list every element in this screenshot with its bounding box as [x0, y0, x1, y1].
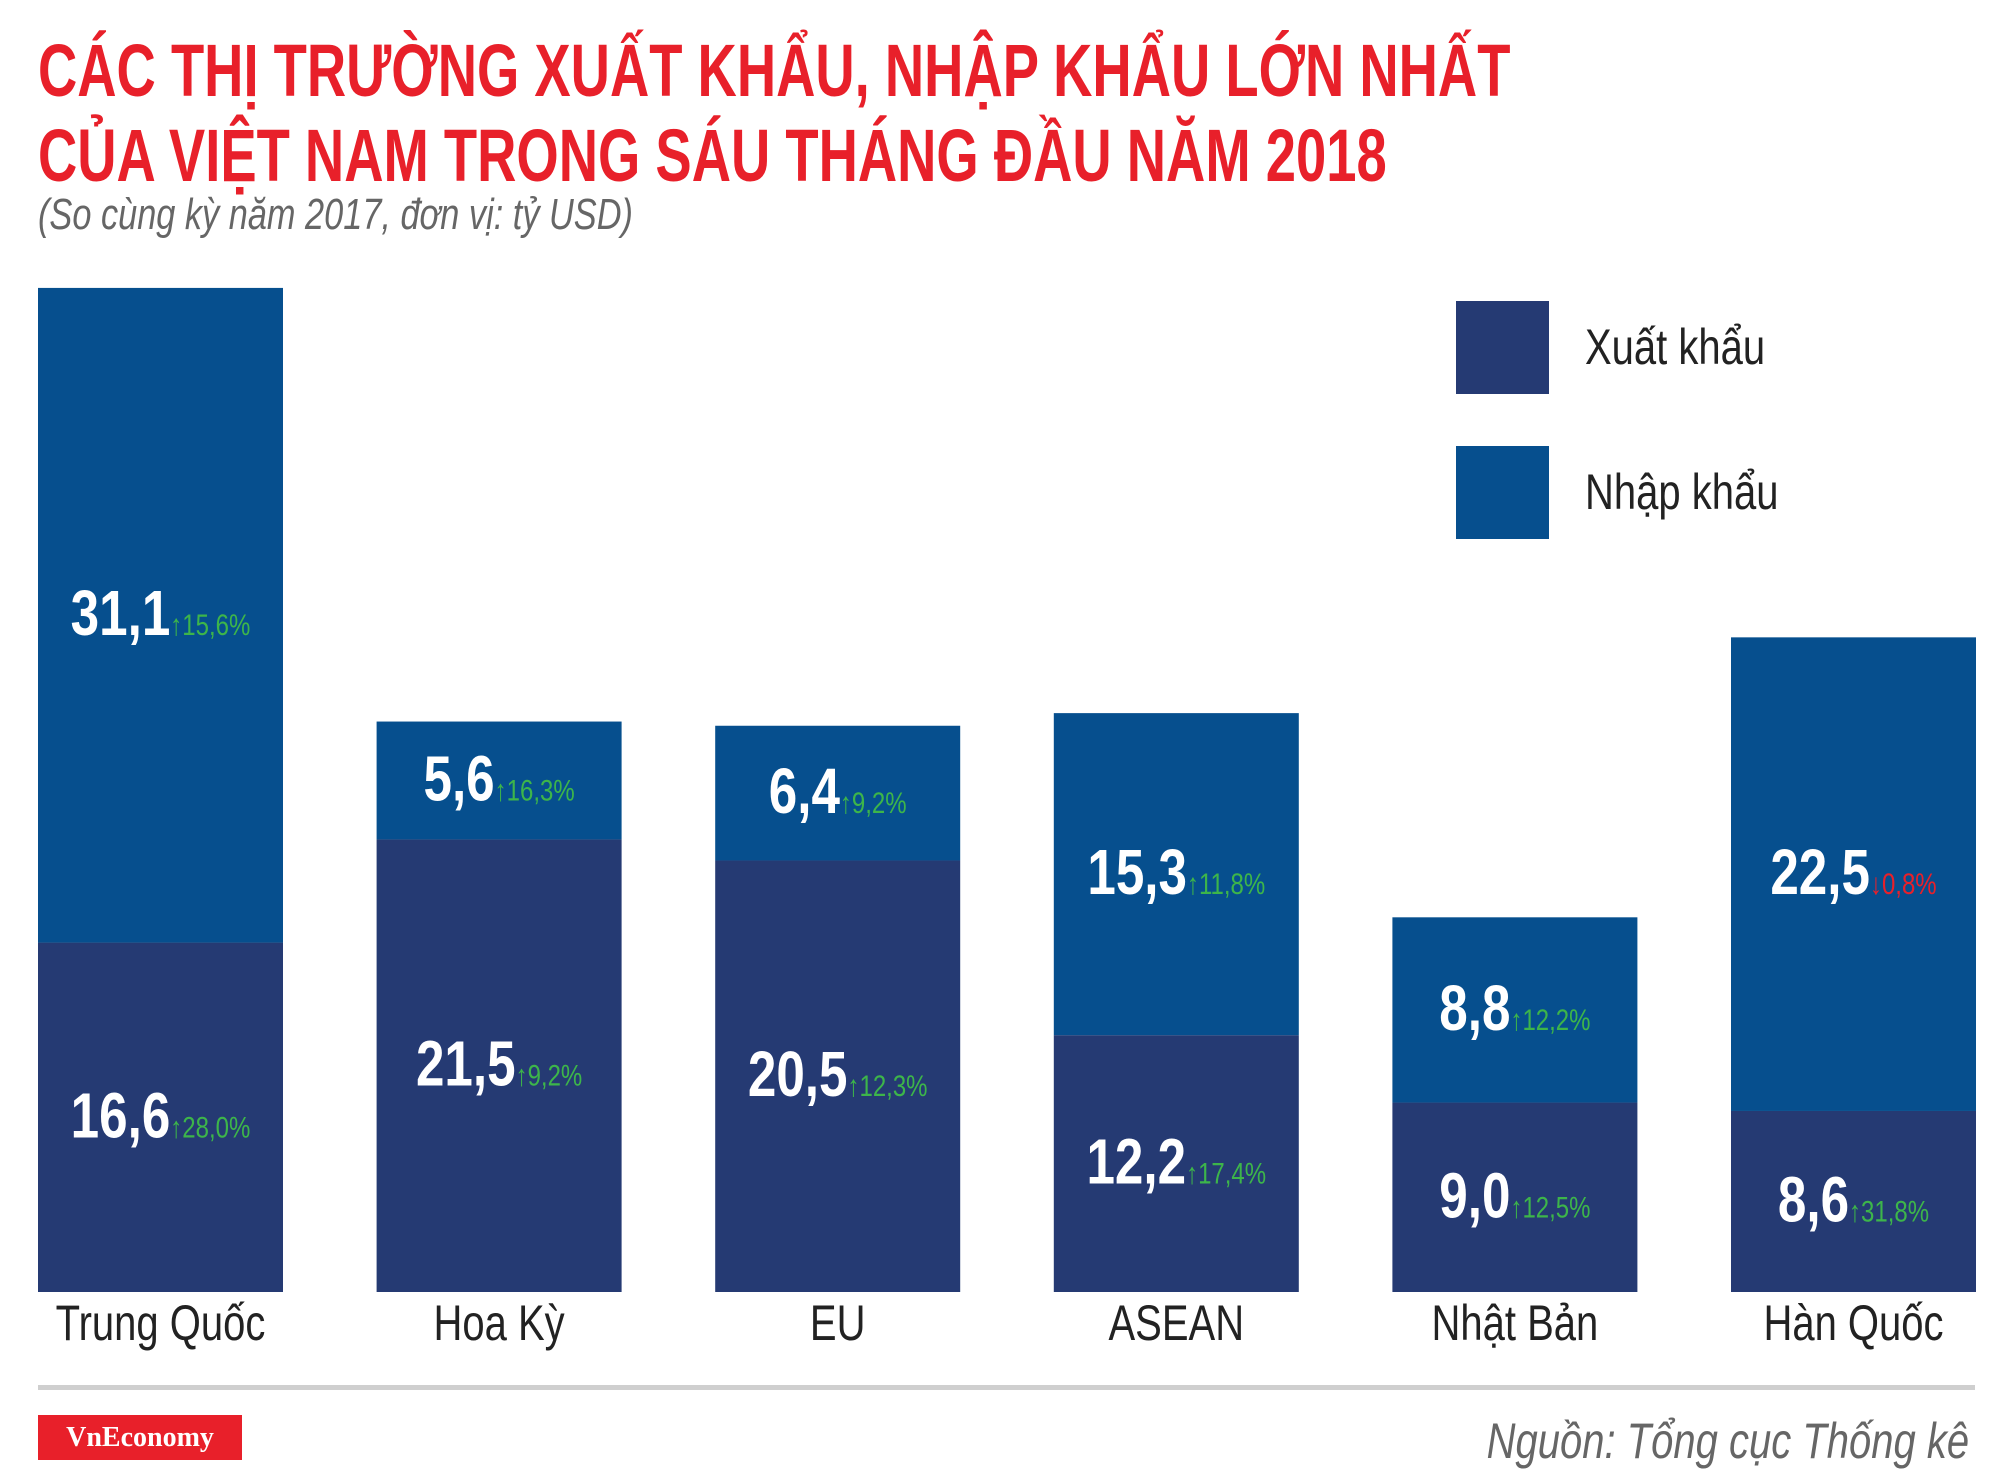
import-value-label-5: 22,5↓0,8%: [1770, 838, 1936, 909]
import-bar-3: [1053, 713, 1299, 1036]
value: 21,5: [416, 1029, 516, 1100]
vneconomy-logo: VnEconomy: [38, 1415, 242, 1460]
export-bar-3: [1053, 1035, 1299, 1292]
legend-swatch-import: [1456, 446, 1549, 539]
import-value-label-4: 8,8↑12,2%: [1439, 974, 1590, 1045]
chart-title-line-2: CỦA VIỆT NAM TRONG SÁU THÁNG ĐẦU NĂM 201…: [38, 114, 1387, 197]
change-percent: ↑16,3%: [495, 773, 575, 807]
change-percent: ↓0,8%: [1870, 867, 1937, 901]
chart-subtitle: (So cùng kỳ năm 2017, đơn vị: tỷ USD): [38, 190, 633, 239]
import-bar-5: [1731, 637, 1976, 1111]
category-label-5: Hàn Quốc: [1763, 1295, 1943, 1351]
import-bar-0: [38, 287, 283, 943]
export-bar-4: [1392, 1102, 1638, 1292]
value: 9,0: [1439, 1161, 1510, 1232]
change-percent: ↑15,6%: [170, 608, 250, 642]
legend-label-export: Xuất khẩu: [1585, 319, 1766, 375]
value: 22,5: [1770, 838, 1870, 909]
export-value-label-4: 9,0↑12,5%: [1439, 1161, 1590, 1232]
import-bar-2: [715, 725, 961, 861]
stacked-bar-chart: 16,6↑28,0%31,1↑15,6%Trung Quốc21,5↑9,2%5…: [38, 287, 1976, 1351]
value: 5,6: [424, 744, 495, 815]
change-percent: ↑28,0%: [170, 1110, 250, 1144]
change-percent: ↑9,2%: [840, 786, 907, 820]
export-value-label-1: 21,5↑9,2%: [416, 1029, 582, 1100]
export-bar-5: [1731, 1110, 1976, 1292]
change-percent: ↑9,2%: [516, 1058, 583, 1092]
import-bar-1: [376, 721, 622, 840]
value: 15,3: [1087, 838, 1187, 909]
export-value-label-0: 16,6↑28,0%: [71, 1081, 251, 1152]
legend-swatch-export: [1456, 301, 1549, 394]
category-label-0: Trung Quốc: [56, 1295, 266, 1351]
value: 20,5: [748, 1040, 848, 1111]
export-bar-0: [38, 942, 283, 1292]
import-value-label-3: 15,3↑11,8%: [1087, 838, 1265, 909]
category-label-2: EU: [810, 1295, 866, 1351]
source-note: Nguồn: Tổng cục Thống kê: [1486, 1413, 1969, 1469]
import-value-label-0: 31,1↑15,6%: [71, 579, 251, 650]
category-label-1: Hoa Kỳ: [434, 1295, 565, 1351]
category-label-4: Nhật Bản: [1432, 1295, 1599, 1351]
change-percent: ↑17,4%: [1186, 1156, 1266, 1190]
value: 8,8: [1439, 974, 1510, 1045]
footer-divider: [38, 1385, 1975, 1390]
import-value-label-1: 5,6↑16,3%: [424, 744, 575, 815]
value: 8,6: [1778, 1165, 1849, 1236]
value: 31,1: [71, 579, 171, 650]
export-bar-2: [715, 860, 961, 1292]
category-label-3: ASEAN: [1109, 1295, 1245, 1351]
change-percent: ↑12,3%: [847, 1069, 927, 1103]
import-bar-4: [1392, 917, 1638, 1103]
export-value-label-3: 12,2↑17,4%: [1086, 1127, 1266, 1198]
change-percent: ↑31,8%: [1849, 1194, 1929, 1228]
chart-title-line-1: CÁC THỊ TRƯỜNG XUẤT KHẨU, NHẬP KHẨU LỚN …: [38, 29, 1511, 112]
legend-label-import: Nhập khẩu: [1585, 464, 1779, 520]
change-percent: ↑12,5%: [1510, 1190, 1590, 1224]
change-percent: ↑11,8%: [1187, 867, 1265, 901]
value: 12,2: [1086, 1127, 1186, 1198]
value: 6,4: [769, 757, 840, 828]
export-value-label-5: 8,6↑31,8%: [1778, 1165, 1929, 1236]
export-value-label-2: 20,5↑12,3%: [748, 1040, 928, 1111]
value: 16,6: [71, 1081, 171, 1152]
change-percent: ↑12,2%: [1510, 1002, 1590, 1036]
import-value-label-2: 6,4↑9,2%: [769, 757, 907, 828]
export-bar-1: [376, 839, 622, 1292]
